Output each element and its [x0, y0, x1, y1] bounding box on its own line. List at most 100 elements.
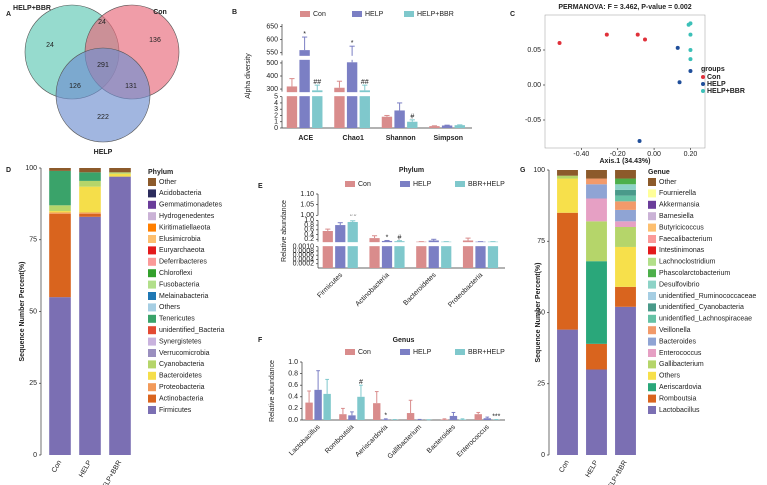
legend-label: Enterococcus [659, 350, 702, 357]
bar-segment [79, 180, 101, 187]
venn-count: 136 [149, 37, 161, 44]
x-tick-label: HELP+BBR [604, 459, 628, 485]
bar [441, 241, 452, 268]
y-tick-label: 1.05 [300, 202, 314, 209]
legend-swatch [148, 394, 156, 403]
y-tick-label: 75 [29, 237, 37, 244]
legend-label: Deferribacteres [159, 259, 207, 266]
legend-label: unidentified_Cyanobacteria [659, 304, 744, 311]
y-tick-label: 0.8 [304, 222, 314, 229]
legend-label: Others [659, 373, 681, 380]
x-tick-label: Bacteroidetes [402, 271, 438, 307]
bar [348, 415, 356, 420]
bar-segment [586, 221, 607, 262]
legend-label: Proteobacteria [159, 384, 205, 391]
legend-label: Faecalibacterium [659, 236, 712, 243]
bar-segment [79, 213, 101, 217]
significance: # [359, 379, 363, 386]
y-tick-label: 75 [537, 238, 545, 245]
legend-swatch [148, 212, 156, 221]
y-tick-label: 4 [274, 100, 278, 107]
y-tick-label: 1.0 [288, 359, 298, 366]
bar [305, 402, 313, 420]
legend-label: Firmicutes [159, 407, 192, 414]
legend-label: Aeriscardovia [659, 384, 702, 391]
bar-segment [79, 186, 101, 213]
legend-swatch [148, 292, 156, 300]
bar-segment [586, 261, 607, 344]
bar [334, 87, 345, 128]
legend-swatch [148, 337, 156, 346]
bar [449, 415, 458, 420]
bar [474, 414, 482, 420]
x-tick-label: Firmicutes [316, 271, 344, 299]
x-tick-label: Aeriscardovia [354, 424, 389, 459]
bar-segment [557, 175, 578, 179]
bar-segment [615, 221, 636, 227]
bar-segment [615, 178, 636, 185]
point [675, 45, 680, 50]
legend-label: HELP+BBR [417, 11, 454, 18]
legend-label: Actinobacteria [159, 395, 203, 402]
x-tick-label: 0.00 [647, 151, 661, 158]
y-tick-label: 0.4 [304, 231, 314, 238]
significance: # [410, 114, 414, 121]
legend-title: Genue [648, 169, 670, 176]
panel-label: B [232, 9, 237, 16]
venn-count: 126 [69, 83, 81, 90]
legend-label: BBR+HELP [468, 181, 505, 188]
legend-swatch [648, 360, 656, 369]
chart-title: Phylum [399, 167, 424, 174]
point [604, 32, 609, 37]
legend-label: Romboutsia [659, 395, 696, 402]
legend-swatch [352, 11, 362, 17]
y-tick-label: 100 [533, 167, 545, 174]
legend-swatch [148, 349, 156, 357]
y-tick-label: 0.6 [288, 382, 298, 389]
bar-segment [79, 172, 101, 181]
bar-segment [49, 170, 71, 206]
legend-label: Phascolarctobacterium [659, 270, 730, 277]
y-tick-label: 0.8 [288, 370, 298, 377]
significance: * [303, 31, 306, 38]
bar [407, 121, 418, 128]
y-tick-label: -0.05 [525, 117, 541, 124]
legend-label: Others [159, 304, 181, 311]
bar [314, 389, 322, 420]
bar-segment [586, 184, 607, 199]
legend-swatch [148, 326, 156, 335]
x-tick-label: Simpson [433, 135, 463, 142]
panel-label: D [6, 167, 11, 174]
x-tick-label: Romboutsia [324, 424, 355, 455]
bar-segment [49, 205, 71, 212]
legend-swatch [648, 235, 656, 243]
legend-label: Akkermansia [659, 202, 700, 209]
legend-swatch [648, 406, 656, 414]
legend-swatch [648, 269, 656, 278]
y-tick-label: 25 [537, 381, 545, 388]
legend-label: HELP [413, 181, 432, 188]
bar-segment [615, 189, 636, 196]
bar-segment [615, 195, 636, 202]
bar-segment [615, 246, 636, 287]
legend-swatch [648, 246, 656, 255]
bar-segment [79, 168, 101, 173]
legend-swatch [455, 349, 465, 355]
significance: # [398, 235, 402, 242]
x-tick-label: ACE [298, 135, 313, 142]
bar [475, 241, 486, 268]
y-axis-label: Relative abundance [281, 200, 288, 262]
bar-segment [615, 184, 636, 190]
y-tick-label: 1 [274, 119, 278, 126]
point [557, 41, 562, 45]
venn-count: 24 [98, 19, 106, 26]
legend-label: Other [659, 179, 677, 186]
y-tick-label: 1.0 [304, 217, 314, 224]
x-tick-label: Proteobacteria [447, 272, 484, 309]
bar [339, 414, 347, 420]
bar-segment [109, 172, 131, 174]
legend-label: HELP [413, 349, 432, 356]
legend-swatch [148, 235, 156, 243]
x-tick-label: HELP [585, 459, 600, 479]
legend-swatch [701, 89, 705, 93]
